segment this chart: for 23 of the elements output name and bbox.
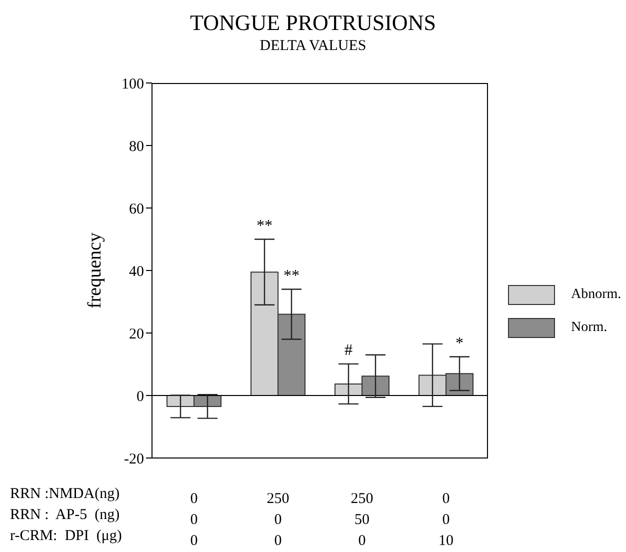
chart-title: TONGUE PROTRUSIONS xyxy=(189,10,437,36)
x-tick-label: 250 0 0 xyxy=(266,491,290,549)
text: RRN :NMDA(ng) xyxy=(10,485,120,504)
x-tick-label: 250 50 0 xyxy=(350,491,374,549)
y-tick-label: 100 xyxy=(122,76,144,92)
text: RRN : AP-5 (ng) xyxy=(10,506,120,525)
x-tick-label: 0 0 10 xyxy=(438,491,454,549)
y-tick-label: 20 xyxy=(129,326,144,342)
y-tick-label: 0 xyxy=(136,388,144,405)
y-tick-label: 60 xyxy=(129,201,144,218)
legend-label: Abnorm. xyxy=(571,286,622,302)
annotation: # xyxy=(344,342,352,359)
x-tick-label: 0 0 0 xyxy=(190,491,198,549)
legend-label: Norm. xyxy=(571,320,608,336)
annotation: ** xyxy=(256,217,272,234)
y-tick-label: -20 xyxy=(124,451,144,468)
text: r-CRM: DPI (μg) xyxy=(10,527,122,546)
annotation: ** xyxy=(284,267,300,284)
y-tick-label: 80 xyxy=(129,138,144,155)
annotation: * xyxy=(456,334,464,352)
y-axis-title: frequency xyxy=(84,232,106,308)
y-tick-label: 40 xyxy=(129,264,144,280)
chart-subtitle: DELTA VALUES xyxy=(258,38,368,55)
